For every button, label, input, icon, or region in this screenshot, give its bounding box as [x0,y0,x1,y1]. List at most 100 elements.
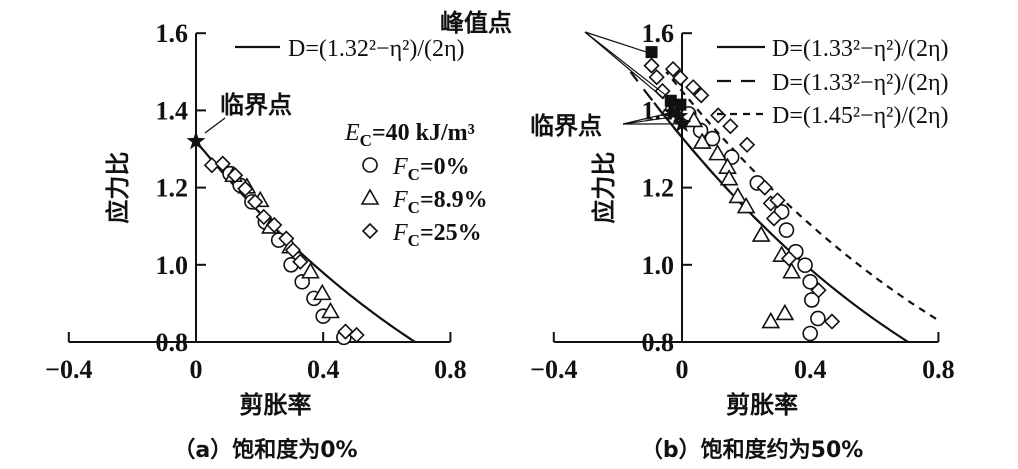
data-point-diamond [738,136,756,153]
peak-point-label: 峰值点 [440,9,512,37]
data-point-diamond [292,253,309,270]
caption: （a）饱和度为0% [173,437,357,463]
peak-point [674,98,687,111]
data-point-triangle [719,169,739,186]
data-point-triangle [775,303,795,321]
data-point-diamond [685,79,702,96]
data-point-triangle [736,196,756,214]
leader-line [622,111,673,125]
y-tick-label: 1.6 [156,19,189,48]
data-point-triangle [692,132,712,149]
data-point-diamond [672,69,689,87]
legend-marker-circle [362,157,378,173]
data-point-diamond [664,60,682,78]
legend-label: D=(1.45²−η²)/(2η) [772,103,949,129]
critical-point-label: 临界点 [220,91,292,119]
legend-label: FC=0% [392,154,470,184]
data-point-triangle [321,301,340,319]
legend-sub: C [360,131,372,150]
legend-sub: C [408,198,420,217]
peak-point [664,94,677,107]
data-point-diamond [255,208,272,226]
data-point-diamond [266,216,283,234]
data-point-diamond [769,192,786,209]
chart-b: −0.4 0 0.4 0.80.81.01.21.41.6剪胀率应力比（b）饱和度约为… [440,9,955,463]
data-point-diamond [226,167,244,184]
y-tick-label: 1.2 [642,174,675,203]
data-point-circle [810,310,826,327]
x-tick-label: 0.4 [307,355,340,384]
data-point-triangle [301,262,320,279]
y-axis-title: 应力比 [104,152,132,224]
x-tick-label: 0.4 [794,355,827,384]
caption: （b）饱和度约为50% [641,437,863,463]
x-tick-label: −0.4 [45,355,92,384]
legend-marker-diamond [361,222,379,240]
curve-solid [653,102,909,343]
data-point-diamond [237,180,254,197]
data-point-triangle [782,262,801,279]
data-point-circle [804,292,820,308]
y-tick-label: 1.6 [642,19,675,48]
x-tick-label: 0 [190,355,203,384]
y-tick-label: 1.4 [156,96,189,125]
data-point-diamond [722,118,739,135]
legend-var: F [392,220,408,246]
x-axis-title: 剪胀率 [240,391,312,419]
data-point-triangle [751,225,771,242]
legend-var: F [392,154,408,180]
data-point-diamond [756,179,773,196]
data-point-diamond [648,69,665,86]
data-point-triangle [312,283,332,301]
leader-line [584,31,647,53]
data-point-diamond [810,282,827,299]
critical-point [672,113,692,132]
y-tick-label: 0.8 [642,328,675,357]
data-point-diamond [780,250,798,267]
critical-point-label: 临界点 [530,112,602,140]
critical-point [669,106,689,125]
legend-label: D=(1.33²−η²)/(2η) [772,36,949,62]
legend-var: F [392,187,408,213]
legend-label: FC=25% [392,220,482,250]
y-tick-label: 1.0 [642,251,675,280]
data-point-triangle [728,186,748,204]
legend-marker-triangle [360,188,380,205]
data-point-diamond [765,210,783,227]
data-point-diamond [284,242,302,259]
data-point-circle [778,222,795,238]
x-axis-title: 剪胀率 [726,391,798,419]
leader-line [622,115,679,125]
data-point-diamond [823,313,841,330]
x-tick-label: 0.8 [922,355,955,384]
legend-rest: =25% [420,220,482,246]
legend-sub: C [408,165,420,184]
legend-sub: C [408,231,420,250]
data-point-diamond [710,107,727,124]
legend-label: D=(1.33²−η²)/(2η) [772,70,949,96]
critical-point [186,131,206,150]
legend-rest: =8.9% [420,187,488,213]
legend-header: EC=40 kJ/m³ [344,120,475,150]
peak-point [645,46,658,59]
legend-var: E [344,120,360,146]
critical-point [662,102,682,121]
data-point-triangle [684,110,704,128]
data-point-diamond [348,326,365,344]
leader-line [204,117,226,134]
data-point-triangle [708,144,727,161]
data-point-diamond [247,193,264,211]
y-axis-title: 应力比 [590,152,618,224]
x-tick-label: 0.8 [434,355,467,384]
data-point-diamond [214,155,231,172]
data-point-triangle [761,311,781,329]
data-point-circle [802,273,819,290]
data-point-diamond [693,87,710,104]
x-tick-label: 0 [676,355,689,384]
data-point-circle [802,325,819,342]
x-tick-label: −0.4 [530,355,577,384]
data-point-diamond [643,57,660,74]
legend-label: FC=8.9% [392,187,488,217]
y-tick-label: 1.2 [156,174,189,203]
